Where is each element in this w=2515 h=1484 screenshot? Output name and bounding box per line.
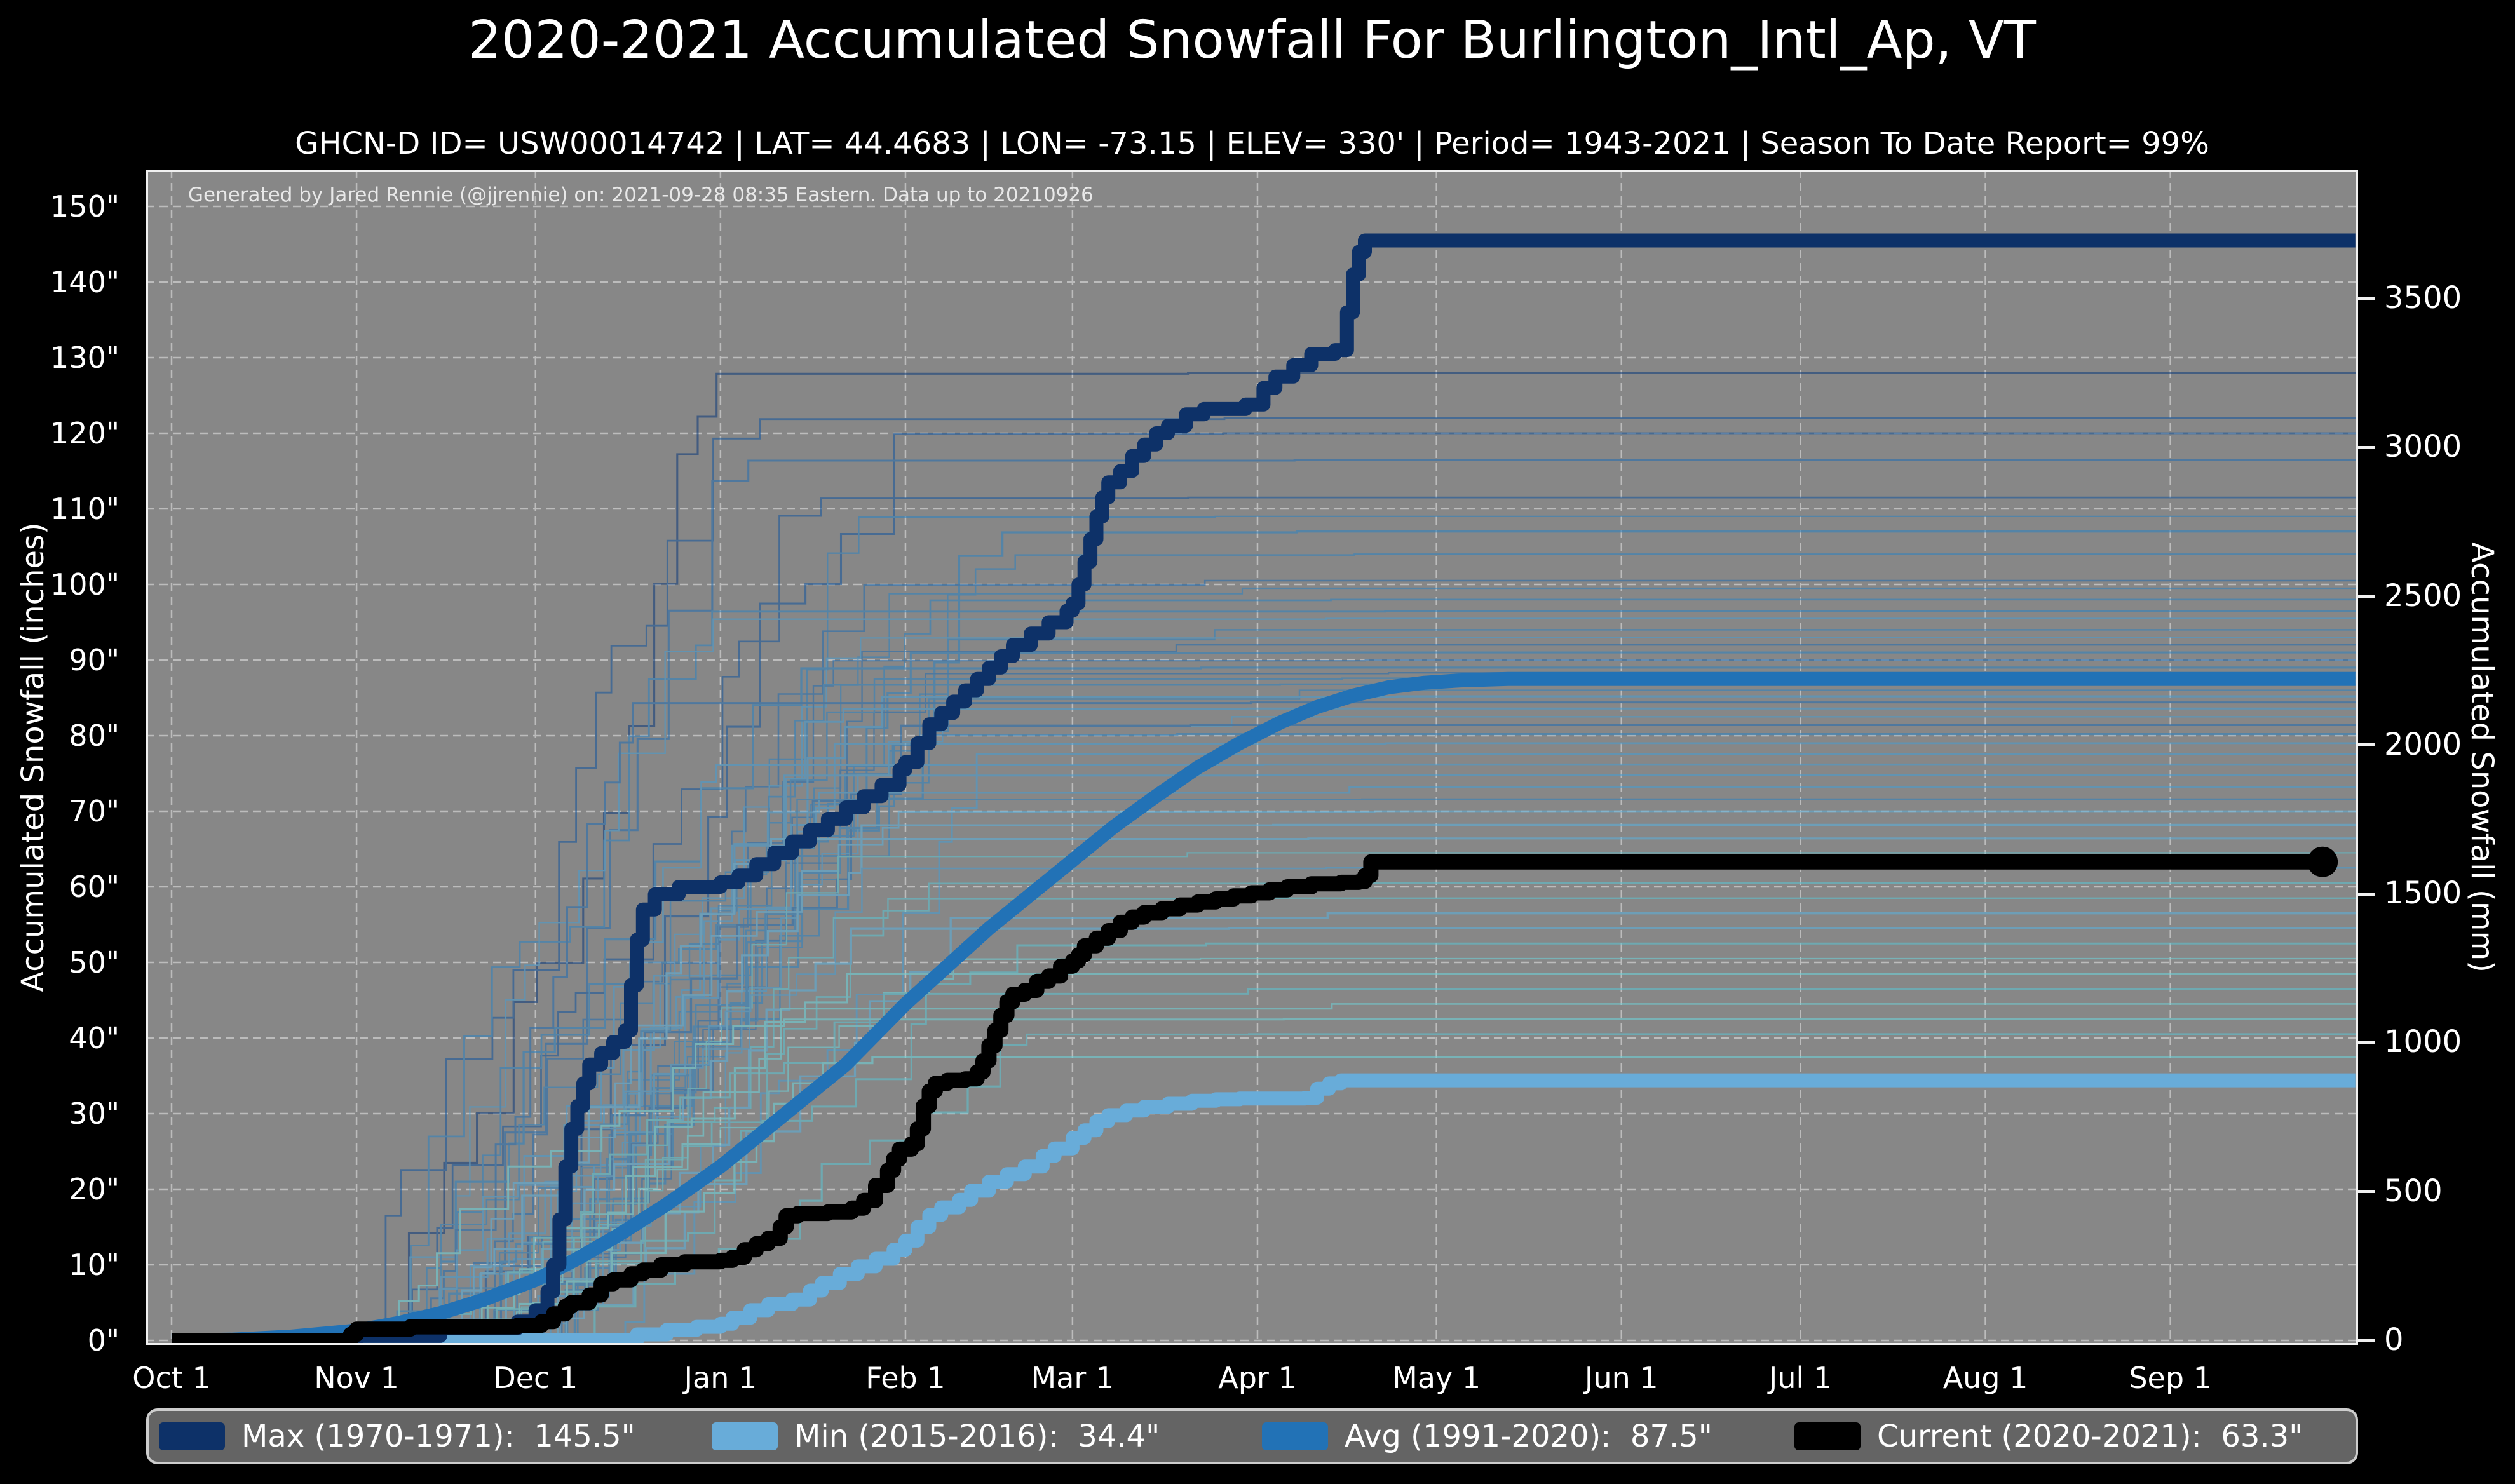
plot-background [146,170,2358,1345]
season-line [172,810,2358,1342]
series-avg [171,671,2356,1345]
x-tick-label: Oct 1 [132,1361,211,1395]
series-min [172,1073,2356,1345]
season-line [172,515,2358,1342]
season-line [172,707,2358,1342]
season-line [172,716,2358,1342]
legend-swatch-current [1794,1422,1861,1450]
legend-swatch-max [159,1422,225,1450]
season-line [172,823,2358,1342]
legend-item-min: Min (2015-2016): 34.4" [712,1419,1160,1454]
y-left-tick-label: 90" [69,643,119,677]
plot-spine [146,170,2358,1345]
background-season-lines [172,372,2358,1342]
x-tick-label: Jan 1 [684,1361,757,1395]
y-right-tick-mark [2358,892,2375,896]
subtitle: GHCN-D ID= USW00014742 | LAT= 44.4683 | … [295,126,2209,161]
season-line [172,927,2358,1342]
y-right-tick-label: 0 [2384,1322,2404,1358]
season-line [172,701,2358,1342]
y-right-tick-label: 3000 [2384,429,2462,465]
chart-svg [146,170,2358,1345]
x-tick-label: Apr 1 [1218,1361,1297,1395]
y-left-tick-label: 120" [50,416,119,450]
season-line [172,651,2358,1342]
season-line [172,763,2358,1342]
x-tick-label: Sep 1 [2129,1361,2212,1395]
y-right-tick-label: 2500 [2384,577,2462,614]
legend-label-avg: Avg (1991-2020): 87.5" [1345,1419,1712,1454]
y-left-tick-label: 20" [69,1172,119,1206]
season-line [172,598,2358,1342]
y-left-tick-label: 130" [50,341,119,375]
season-line [172,1003,2358,1342]
current-end-dot [2307,846,2338,877]
legend-swatch-avg [1262,1422,1328,1450]
annotation: Generated by Jared Rennie (@jjrennie) on… [188,184,1094,206]
y-right-tick-mark [2358,445,2375,449]
y-right-tick-label: 1000 [2384,1024,2462,1060]
y-axis-left-title: Accumulated Snowfall (inches) [15,522,51,992]
y-right-tick-label: 500 [2384,1173,2443,1209]
season-line [172,417,2358,1342]
y-right-tick-label: 2000 [2384,726,2462,762]
y-left-tick-label: 50" [69,945,119,980]
season-line [172,852,2358,1342]
x-tick-label: Dec 1 [493,1361,578,1395]
series-current [172,854,2323,1345]
y-left-tick-label: 150" [50,189,119,224]
season-line [172,867,2358,1342]
y-left-tick-label: 110" [50,492,119,526]
legend-label-max: Max (1970-1971): 145.5" [241,1419,635,1454]
x-tick-label: Feb 1 [865,1361,946,1395]
y-right-tick-mark [2358,1190,2375,1194]
season-line [172,897,2358,1342]
x-tick-label: Jul 1 [1768,1361,1833,1395]
y-left-tick-label: 140" [50,265,119,299]
legend: Max (1970-1971): 145.5" Min (2015-2016): … [146,1408,2358,1464]
y-right-tick-mark [2358,743,2375,747]
legend-swatch-min [712,1422,778,1450]
y-right-tick-label: 3500 [2384,280,2462,316]
legend-item-current: Current (2020-2021): 63.3" [1794,1419,2303,1454]
y-axis-right-title: Accumulated Snowfall (mm) [2464,542,2500,973]
y-left-tick-label: 0" [87,1323,119,1358]
legend-item-max: Max (1970-1971): 145.5" [159,1419,635,1454]
legend-label-current: Current (2020-2021): 63.3" [1877,1419,2303,1454]
x-tick-label: May 1 [1392,1361,1481,1395]
y-right-tick-mark [2358,1041,2375,1044]
legend-label-min: Min (2015-2016): 34.4" [794,1419,1160,1454]
y-left-tick-label: 70" [69,794,119,828]
y-left-tick-label: 40" [69,1021,119,1055]
plot-area [146,170,2358,1345]
x-tick-label: Jun 1 [1584,1361,1658,1395]
y-left-tick-label: 60" [69,870,119,904]
season-line [172,587,2358,1342]
x-tick-label: Mar 1 [1031,1361,1115,1395]
y-left-tick-label: 30" [69,1096,119,1131]
x-tick-label: Nov 1 [314,1361,399,1395]
season-line [172,610,2358,1342]
x-tick-label: Aug 1 [1942,1361,2028,1395]
season-line [172,1018,2358,1342]
y-right-tick-mark [2358,1339,2375,1342]
y-right-tick-label: 1500 [2384,875,2462,912]
y-right-tick-mark [2358,595,2375,598]
season-line [172,774,2358,1342]
series-max [172,233,2356,1345]
legend-item-avg: Avg (1991-2020): 87.5" [1262,1419,1712,1454]
season-line [172,786,2358,1342]
page-title: 2020-2021 Accumulated Snowfall For Burli… [468,10,2036,71]
y-left-tick-label: 10" [69,1248,119,1282]
y-left-tick-label: 80" [69,718,119,753]
y-left-tick-label: 100" [50,567,119,602]
y-right-tick-mark [2358,297,2375,300]
season-line [172,1033,2358,1342]
